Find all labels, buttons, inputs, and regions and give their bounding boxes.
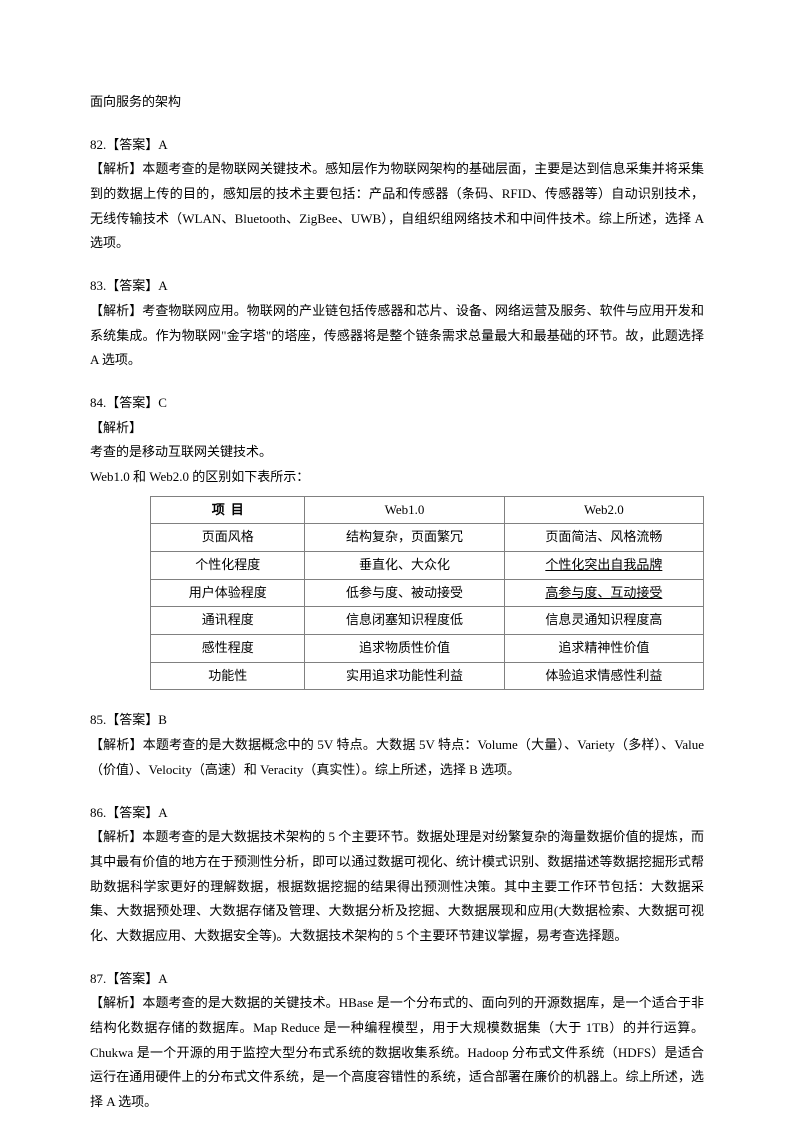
q86-body: 【解析】本题考查的是大数据技术架构的 5 个主要环节。数据处理是对纷繁复杂的海量… <box>90 825 704 948</box>
cell-1-2: 个性化突出自我品牌 <box>504 552 703 580</box>
q83: 83.【答案】A 【解析】考查物联网应用。物联网的产业链包括传感器和芯片、设备、… <box>90 274 704 373</box>
cell-4-2: 追求精神性价值 <box>504 635 703 663</box>
q82-head: 82.【答案】A <box>90 133 704 158</box>
q85: 85.【答案】B 【解析】本题考查的是大数据概念中的 5V 特点。大数据 5V … <box>90 708 704 782</box>
q87-body: 【解析】本题考查的是大数据的关键技术。HBase 是一个分布式的、面向列的开源数… <box>90 991 704 1114</box>
cell-5-2: 体验追求情感性利益 <box>504 662 703 690</box>
q83-body: 【解析】考查物联网应用。物联网的产业链包括传感器和芯片、设备、网络运营及服务、软… <box>90 299 704 373</box>
cell-1-1: 垂直化、大众化 <box>305 552 504 580</box>
table-row: 页面风格 结构复杂，页面繁冗 页面简洁、风格流畅 <box>151 524 704 552</box>
q84: 84.【答案】C 【解析】 考查的是移动互联网关键技术。 Web1.0 和 We… <box>90 391 704 490</box>
q84-l2: 考查的是移动互联网关键技术。 <box>90 440 704 465</box>
q86: 86.【答案】A 【解析】本题考查的是大数据技术架构的 5 个主要环节。数据处理… <box>90 801 704 949</box>
cell-0-0: 页面风格 <box>151 524 305 552</box>
q87-head: 87.【答案】A <box>90 967 704 992</box>
q85-body: 【解析】本题考查的是大数据概念中的 5V 特点。大数据 5V 特点：Volume… <box>90 733 704 782</box>
cell-1-2-u: 个性化突出自我品牌 <box>545 557 662 572</box>
cell-3-1: 信息闭塞知识程度低 <box>305 607 504 635</box>
th-1: Web1.0 <box>305 496 504 524</box>
cell-3-0: 通讯程度 <box>151 607 305 635</box>
q87: 87.【答案】A 【解析】本题考查的是大数据的关键技术。HBase 是一个分布式… <box>90 967 704 1115</box>
cell-3-2: 信息灵通知识程度高 <box>504 607 703 635</box>
q82-body: 【解析】本题考查的是物联网关键技术。感知层作为物联网架构的基础层面，主要是达到信… <box>90 157 704 256</box>
cell-2-2: 高参与度、互动接受 <box>504 579 703 607</box>
cell-4-0: 感性程度 <box>151 635 305 663</box>
cell-0-2: 页面简洁、风格流畅 <box>504 524 703 552</box>
table-row: 功能性 实用追求功能性利益 体验追求情感性利益 <box>151 662 704 690</box>
cell-2-2-u: 高参与度、互动接受 <box>545 585 662 600</box>
comparison-table: 项目 Web1.0 Web2.0 页面风格 结构复杂，页面繁冗 页面简洁、风格流… <box>150 496 704 691</box>
table-header-row: 项目 Web1.0 Web2.0 <box>151 496 704 524</box>
cell-2-1: 低参与度、被动接受 <box>305 579 504 607</box>
cell-4-1: 追求物质性价值 <box>305 635 504 663</box>
table-row: 通讯程度 信息闭塞知识程度低 信息灵通知识程度高 <box>151 607 704 635</box>
cell-5-0: 功能性 <box>151 662 305 690</box>
intro-text: 面向服务的架构 <box>90 90 704 115</box>
q82: 82.【答案】A 【解析】本题考查的是物联网关键技术。感知层作为物联网架构的基础… <box>90 133 704 256</box>
q85-head: 85.【答案】B <box>90 708 704 733</box>
q84-l1: 【解析】 <box>90 416 704 441</box>
q86-head: 86.【答案】A <box>90 801 704 826</box>
intro-block: 面向服务的架构 <box>90 90 704 115</box>
q83-head: 83.【答案】A <box>90 274 704 299</box>
table-row: 个性化程度 垂直化、大众化 个性化突出自我品牌 <box>151 552 704 580</box>
q84-l3: Web1.0 和 Web2.0 的区别如下表所示： <box>90 465 704 490</box>
cell-1-0: 个性化程度 <box>151 552 305 580</box>
q84-head: 84.【答案】C <box>90 391 704 416</box>
page: 面向服务的架构 82.【答案】A 【解析】本题考查的是物联网关键技术。感知层作为… <box>0 0 794 1123</box>
th-2: Web2.0 <box>504 496 703 524</box>
cell-2-0: 用户体验程度 <box>151 579 305 607</box>
table-row: 用户体验程度 低参与度、被动接受 高参与度、互动接受 <box>151 579 704 607</box>
cell-5-1: 实用追求功能性利益 <box>305 662 504 690</box>
table-row: 感性程度 追求物质性价值 追求精神性价值 <box>151 635 704 663</box>
th-0: 项目 <box>151 496 305 524</box>
cell-0-1: 结构复杂，页面繁冗 <box>305 524 504 552</box>
